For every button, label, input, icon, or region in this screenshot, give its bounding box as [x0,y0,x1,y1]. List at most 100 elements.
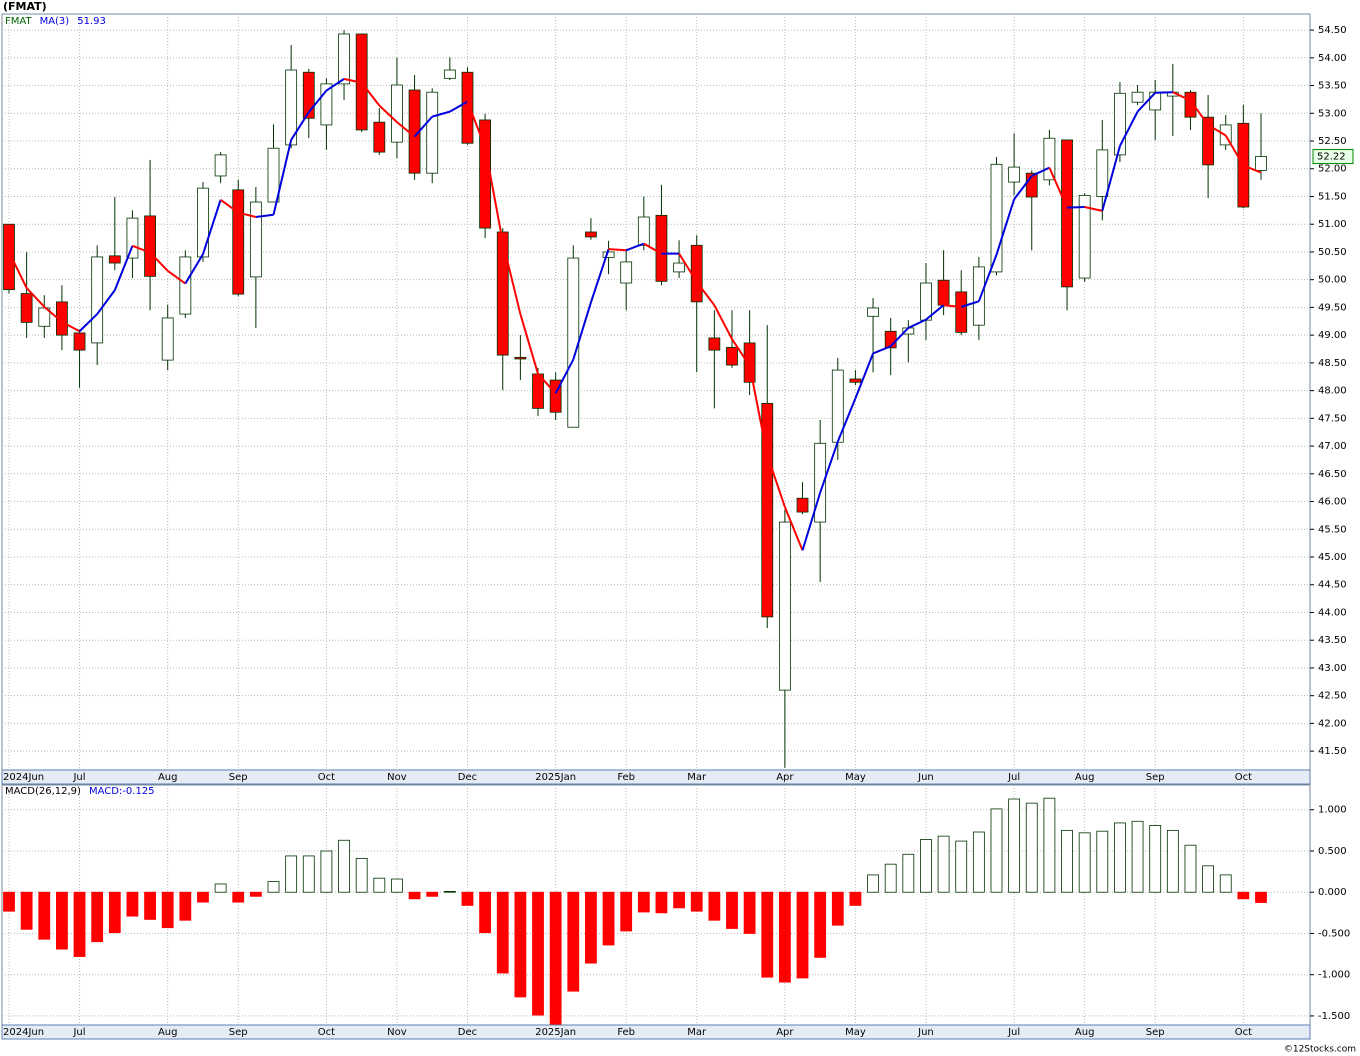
x-tick-label: Aug [158,772,178,783]
footer: ©12Stocks.com [1284,1045,1356,1055]
x-tick-label: Sep [229,772,248,783]
y-tick-label: 53.50 [1318,81,1347,92]
candle-body [920,282,932,321]
x-tick-label: Aug [1075,1027,1095,1038]
x-tick-label: Dec [458,772,477,783]
y-tick-label: 48.00 [1318,386,1347,397]
macd-bar [73,891,86,957]
candle-body [549,379,562,413]
macd-bar [302,855,315,893]
macd-bar [373,877,386,893]
y-tick-label: 44.00 [1318,607,1347,618]
indicator-prefix: MACD: [89,786,122,797]
candle-body [972,266,985,326]
macd-bar [743,891,756,934]
ma-line [519,313,539,375]
panel-title: MACD(26,12,9) MACD:-0.125 [5,786,155,797]
ma-line [325,78,345,92]
ma-line [643,242,662,255]
x-tick-label: May [845,1027,866,1038]
ma-line [678,253,698,283]
candle-body [1043,137,1056,181]
price-tag-label: 52.22 [1317,152,1346,163]
macd-bar [1219,874,1232,893]
candle-body [373,121,386,153]
y-tick-label: 41.50 [1318,746,1347,757]
macd-bar [461,891,474,906]
y-tick-label: 45.50 [1318,524,1347,535]
macd-bar [496,891,509,974]
ma-line [695,281,716,306]
macd-bar [1025,802,1038,893]
y-tick-label: 47.00 [1318,441,1347,452]
macd-bar [884,863,897,893]
candle-body [496,231,509,356]
y-tick-label: 0.000 [1318,887,1347,898]
macd-bar [1008,798,1021,893]
ma-line [237,211,257,218]
y-tick-label: 49.00 [1318,330,1347,341]
macd-bar [567,891,580,992]
candle-body [1061,139,1073,288]
ma-line [608,248,627,252]
ma-line [554,359,575,394]
candle-body [514,356,527,360]
candle-body [426,91,439,174]
macd-bar [91,891,104,943]
ma-line [449,100,468,113]
ma-line [589,248,610,303]
candle-body [761,402,774,618]
ma-line [1084,206,1103,212]
macd-bar [778,891,791,983]
candle-body [1008,166,1021,183]
macd-bar [1149,825,1162,893]
macd-bar [443,890,456,893]
macd-bar [1096,830,1109,893]
macd-bar [1131,820,1144,893]
y-tick-label: 51.50 [1318,191,1347,202]
ma-line [731,338,751,367]
macd-bar [56,891,68,950]
ma-line [572,302,592,360]
candle-body [743,342,756,383]
macd-bar [1237,891,1250,900]
legend: FMAT MA(3) 51.93 [5,16,106,27]
x-tick-label: Sep [1146,772,1165,783]
ma-line [836,398,857,443]
candle-body [56,301,68,336]
candle-body [690,244,703,303]
ma-line [43,306,63,323]
macd-bar [108,891,121,934]
y-tick-label: 43.00 [1318,663,1347,674]
candle-body [708,337,721,351]
ma-line [766,454,786,508]
ma-line [1101,145,1121,212]
candle-body [1078,194,1091,279]
y-tick-label: -1.000 [1318,970,1350,981]
candle-body [1149,91,1162,111]
x-tick-label: Mar [687,1027,707,1038]
candle-body [267,147,280,203]
candle-body [249,201,262,278]
x-tick-label: 2024Jun [3,1027,44,1038]
macd-bar [849,891,862,906]
macd-bar [38,891,51,940]
ma-line [625,242,645,252]
ma-line [1207,124,1227,137]
macd-bar [831,891,844,926]
candle-body [796,497,809,513]
y-tick-label: 50.00 [1318,275,1347,286]
ma-line [220,199,239,214]
ma-line [272,139,293,216]
candle-body [3,223,15,291]
x-tick-label: Sep [1146,1027,1165,1038]
candle-body [443,69,456,79]
ma-line [255,213,274,218]
macd-bar [1166,829,1179,893]
candle-body [778,521,791,691]
candle-body [955,291,968,333]
candle-body [1114,92,1126,156]
x-tick-label: Aug [158,1027,178,1038]
macd-bar [320,850,333,893]
